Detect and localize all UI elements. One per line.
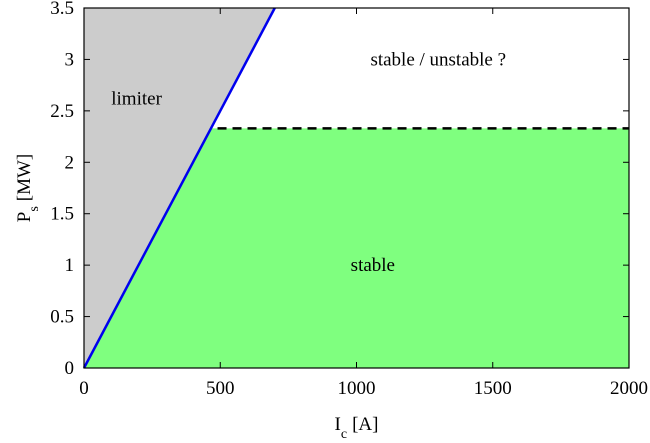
regions-layer [84,8,629,368]
x-tick-label: 0 [79,378,89,399]
region-stable-area [84,128,629,368]
y-tick-label: 2.5 [50,101,74,122]
y-tick-label: 0 [65,358,75,379]
ticks-layer: 0 500 1000 1500 2000 0 0.5 1 1.5 2 2.5 3 3.5 [50,0,648,399]
x-axis-label: Ic [A] [335,414,379,442]
x-axis-label-sub: c [341,427,347,442]
limiter-line [82,7,276,369]
region-label-limiter: limiter [111,89,162,110]
region-label-stable-unstable: stable / unstable ? [370,49,506,70]
y-axis-label: Ps [MW] [14,154,42,223]
y-tick-label: 1.5 [50,204,74,225]
x-axis-label-unit: [A] [352,414,378,435]
lines-layer [82,7,629,369]
region-label-stable: stable [351,255,395,276]
y-tick-label: 3.5 [50,0,74,19]
x-tick-label: 1500 [474,378,512,399]
y-axis-label-unit: [MW] [14,154,35,201]
x-tick-label: 2000 [610,378,648,399]
y-tick-label: 2 [65,152,75,173]
y-axis-label-sub: s [27,206,42,211]
region-labels-layer: limiter stable stable / unstable ? [111,49,506,276]
x-tick-label: 1000 [338,378,376,399]
x-axis-label-main: I [335,414,341,435]
y-tick-label: 0.5 [50,307,74,328]
y-tick-label: 3 [65,49,75,70]
x-tick-label: 500 [206,378,235,399]
y-axis-label-main: P [14,212,35,223]
y-tick-label: 1 [65,255,75,276]
